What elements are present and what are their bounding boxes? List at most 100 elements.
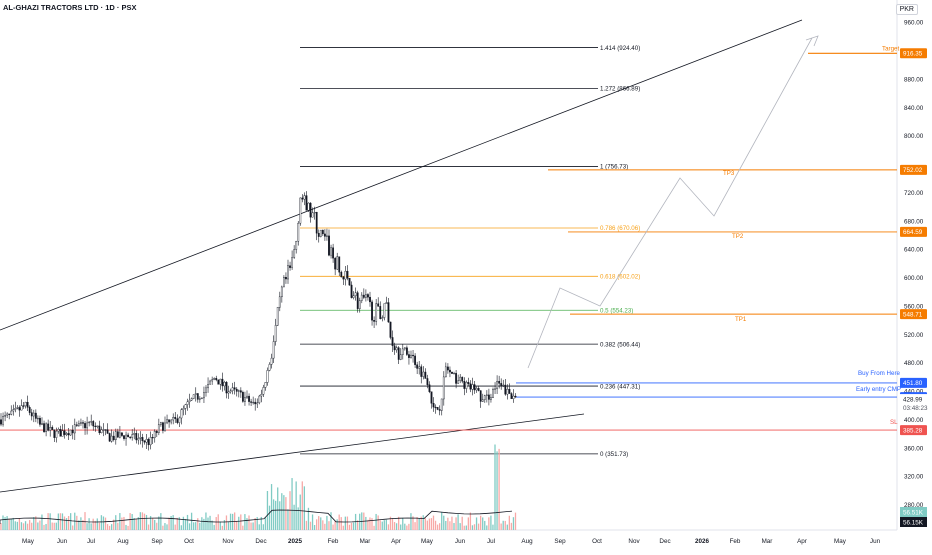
volume-bar (336, 519, 338, 530)
candle (481, 399, 484, 402)
volume-bar (393, 522, 396, 530)
fib-label: 0.618 (602.02) (600, 274, 640, 281)
projection-path[interactable] (527, 37, 813, 369)
volume-bar (82, 520, 84, 530)
volume-bar (285, 497, 287, 530)
candle (451, 371, 453, 374)
candle (430, 391, 433, 404)
price-axis[interactable] (898, 0, 932, 550)
candle (494, 388, 496, 390)
volume-bar (248, 515, 250, 530)
x-tick-label: Aug (117, 538, 129, 545)
volume-bar (459, 523, 461, 530)
volume-bar (256, 517, 258, 530)
candle (147, 439, 150, 446)
volume-bar (295, 481, 297, 530)
volume-bar (434, 520, 437, 530)
volume-bar (182, 516, 185, 530)
volume-bar (199, 522, 201, 530)
candle (418, 366, 421, 369)
volume-bar (447, 517, 449, 530)
candle (440, 398, 443, 411)
volume-bar (498, 448, 500, 530)
volume-bar (357, 520, 359, 530)
candle (18, 407, 21, 411)
x-tick-label: 2026 (695, 538, 710, 545)
volume-bar (6, 516, 8, 530)
candle (30, 412, 33, 417)
candle (365, 294, 367, 298)
candle (114, 431, 117, 441)
candle (260, 394, 263, 397)
volume-bar (90, 523, 92, 530)
volume-bar (39, 520, 41, 530)
price-tag (900, 226, 927, 237)
candle (157, 424, 160, 433)
volume-bar (502, 520, 504, 530)
volume-bar (252, 522, 254, 530)
candle (280, 286, 283, 298)
volume-bar (422, 515, 424, 530)
volume-bar (400, 524, 402, 530)
volume-bar (465, 525, 467, 530)
volume-bar (311, 514, 314, 530)
volume-bar (49, 513, 51, 530)
candle (406, 347, 408, 355)
volume-bar (287, 509, 289, 530)
volume-bar (147, 524, 150, 530)
candle (381, 317, 384, 319)
candle (319, 229, 322, 237)
candle (137, 438, 140, 441)
candle (352, 295, 355, 298)
volume-bar (47, 513, 49, 530)
candle (434, 406, 437, 409)
bar-countdown: 03:48:23 (903, 405, 928, 412)
candle (203, 392, 205, 399)
candle (449, 369, 451, 373)
volume-bar (57, 513, 59, 530)
fib-label: 0.786 (670.06) (600, 225, 640, 232)
volume-bar (221, 525, 223, 530)
candle (399, 354, 402, 360)
candle (311, 212, 314, 218)
volume-bar (375, 513, 377, 530)
volume-bar (512, 517, 515, 530)
volume-bar (305, 520, 308, 530)
upper-trendline[interactable] (0, 19, 803, 331)
candle (278, 296, 281, 308)
volume-bar (297, 507, 299, 530)
volume-bar (154, 519, 156, 530)
candle (100, 429, 103, 434)
candle (397, 347, 400, 360)
volume-bar (387, 524, 390, 530)
currency-label[interactable]: PKR (895, 4, 918, 15)
volume-bar (508, 515, 510, 530)
candle (192, 394, 195, 399)
candle (422, 371, 425, 377)
y-tick-label: 880.00 (904, 76, 924, 83)
y-tick-label: 320.00 (904, 474, 924, 481)
volume-bar (480, 515, 482, 530)
volume-bar (111, 524, 113, 530)
volume-ma-tag-label: 56.15K (903, 519, 924, 526)
candle (217, 379, 220, 385)
candle (145, 439, 148, 443)
fib-label: 1.272 (866.89) (600, 86, 640, 93)
x-tick-label: Oct (184, 538, 194, 545)
volume-bar (35, 516, 37, 530)
lower-trendline[interactable] (0, 413, 585, 493)
x-tick-label: Sep (554, 538, 566, 545)
volume-bar (55, 522, 57, 530)
volume-bar (225, 515, 228, 530)
volume-bar (482, 517, 484, 530)
volume-bar (307, 507, 310, 530)
candle (164, 422, 166, 431)
candle (207, 384, 209, 389)
candle (110, 435, 113, 442)
volume-bar (26, 523, 29, 530)
candle (37, 417, 39, 420)
x-tick-label: Mar (360, 538, 371, 545)
volume-bar (324, 523, 326, 530)
